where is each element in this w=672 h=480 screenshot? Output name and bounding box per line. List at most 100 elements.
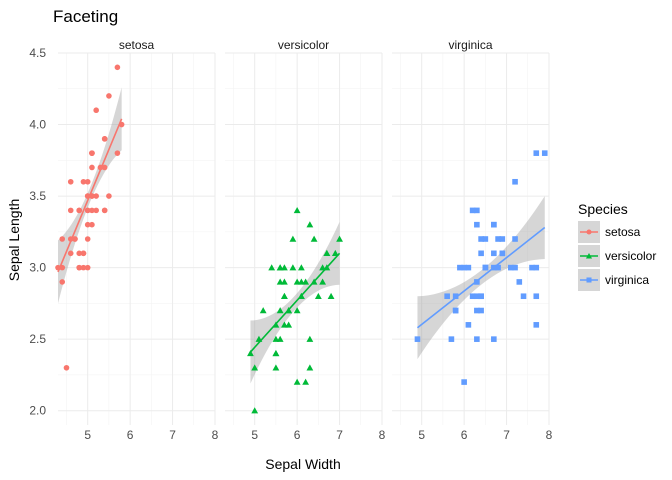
facet-strip-label: versicolor <box>278 38 329 52</box>
data-point-setosa <box>84 236 91 242</box>
legend-key-marker <box>586 229 592 235</box>
y-tick-label: 3.0 <box>29 261 46 275</box>
data-point-setosa <box>106 93 112 99</box>
data-point-setosa <box>67 178 74 185</box>
x-tick-label: 8 <box>546 428 553 442</box>
data-point-setosa <box>72 236 78 242</box>
legend-item-versicolor: versicolor <box>578 245 656 267</box>
data-point-setosa <box>67 207 74 214</box>
fit-line-virginica <box>416 226 546 329</box>
data-point-setosa <box>106 193 112 199</box>
data-point-setosa <box>59 236 66 242</box>
data-point-versicolor <box>306 364 314 371</box>
data-point-setosa <box>84 178 91 185</box>
data-point-versicolor <box>297 264 305 271</box>
data-point-virginica <box>474 207 480 214</box>
data-point-versicolor <box>293 278 301 285</box>
data-point-setosa <box>89 164 95 171</box>
data-point-setosa <box>84 221 91 228</box>
data-point-setosa <box>80 264 87 271</box>
x-tick-label: 5 <box>84 428 91 442</box>
data-point-virginica <box>474 293 480 300</box>
data-point-versicolor <box>285 321 293 328</box>
data-point-setosa <box>89 150 95 156</box>
y-axis-label: Sepal Length <box>6 199 22 282</box>
data-point-versicolor <box>272 350 280 357</box>
data-point-versicolor <box>289 264 297 271</box>
data-point-virginica <box>512 178 518 185</box>
data-point-setosa <box>89 221 95 228</box>
x-tick-label: 8 <box>379 428 386 442</box>
legend: Species setosa versicolor virginica <box>578 201 656 291</box>
data-point-setosa <box>93 207 99 214</box>
data-point-versicolor <box>272 364 280 371</box>
x-tick-label: 6 <box>294 428 301 442</box>
x-axis-label: Sepal Width <box>265 456 340 472</box>
data-point-setosa <box>114 150 121 156</box>
data-point-virginica <box>474 336 480 342</box>
data-point-versicolor <box>293 378 301 385</box>
data-point-setosa <box>63 364 70 371</box>
data-point-virginica <box>533 150 540 156</box>
y-tick-label: 4.0 <box>29 118 46 132</box>
legend-item-virginica: virginica <box>578 269 649 291</box>
chart-title: Faceting <box>53 7 118 26</box>
data-point-setosa <box>80 178 87 185</box>
data-point-setosa <box>93 193 99 199</box>
data-point-virginica <box>512 264 518 271</box>
data-point-virginica <box>533 293 540 300</box>
data-point-virginica <box>414 336 421 342</box>
data-point-versicolor <box>251 407 259 414</box>
facet-strip-label: virginica <box>448 38 492 52</box>
data-point-virginica <box>491 336 497 342</box>
data-point-setosa <box>76 250 83 257</box>
x-tick-label: 8 <box>212 428 219 442</box>
data-point-virginica <box>461 379 467 385</box>
data-point-versicolor <box>281 278 288 285</box>
data-point-versicolor <box>323 249 331 257</box>
legend-item-setosa: setosa <box>578 221 641 243</box>
fit-line-setosa <box>57 118 123 273</box>
data-point-setosa <box>80 250 87 257</box>
data-point-setosa <box>93 107 99 114</box>
data-point-virginica <box>444 293 450 300</box>
data-point-versicolor <box>306 335 314 342</box>
data-point-virginica <box>457 264 463 271</box>
facet-panels: setosa 5 6 7 8 versicolor 5 6 7 8 virginica 5 6 7 8 2.0… <box>29 38 552 442</box>
data-point-virginica <box>520 293 527 300</box>
data-point-versicolor <box>259 307 267 314</box>
data-point-versicolor <box>327 292 335 299</box>
data-point-virginica <box>482 236 489 242</box>
legend-label: versicolor <box>605 249 656 263</box>
data-point-virginica <box>478 236 484 242</box>
data-point-setosa <box>84 207 91 214</box>
data-point-setosa <box>59 279 66 285</box>
data-point-virginica <box>465 264 472 271</box>
data-point-virginica <box>508 264 514 271</box>
fit-line-versicolor <box>249 252 341 353</box>
data-point-virginica <box>478 293 484 300</box>
data-point-virginica <box>495 264 501 271</box>
data-point-versicolor <box>310 235 318 242</box>
data-point-versicolor <box>319 278 326 285</box>
facet-panel-virginica: virginica 5 6 7 8 <box>392 38 553 442</box>
data-point-virginica <box>533 264 540 271</box>
y-tick-label: 4.5 <box>29 46 46 60</box>
data-point-virginica <box>474 307 480 314</box>
data-point-setosa <box>67 250 74 257</box>
y-tick-label: 3.5 <box>29 189 46 203</box>
data-point-versicolor <box>276 307 284 314</box>
data-point-virginica <box>529 264 535 271</box>
data-point-setosa <box>114 64 121 71</box>
data-point-virginica <box>465 322 472 328</box>
x-tick-label: 5 <box>251 428 258 442</box>
facet-panel-setosa: setosa 5 6 7 8 <box>55 38 219 442</box>
data-point-virginica <box>499 250 506 257</box>
data-point-versicolor <box>314 292 322 299</box>
data-point-versicolor <box>336 235 343 242</box>
data-point-versicolor <box>306 221 314 228</box>
data-point-setosa <box>101 136 108 142</box>
data-point-setosa <box>76 207 83 214</box>
x-tick-label: 7 <box>169 428 176 442</box>
